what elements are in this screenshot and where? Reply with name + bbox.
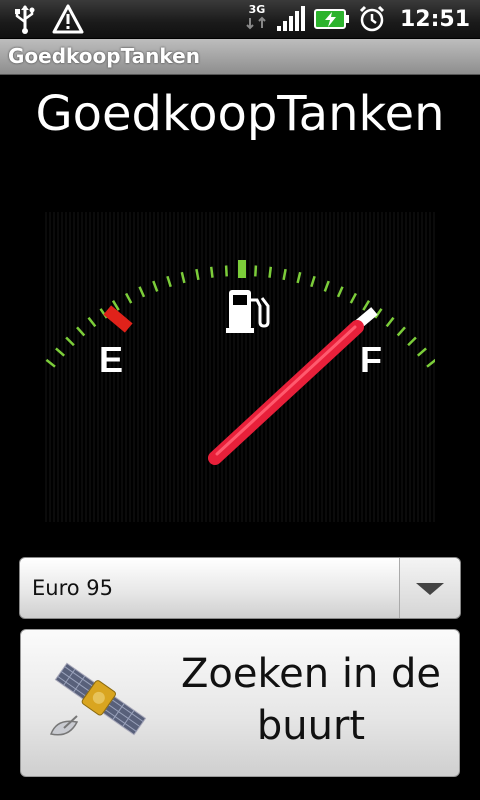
gauge-tick — [385, 316, 395, 328]
gauge-tick — [166, 275, 172, 288]
gauge-ticks — [45, 265, 435, 368]
gauge-tick — [45, 358, 56, 368]
gauge-tick — [296, 271, 302, 284]
gauge-tick — [111, 300, 120, 311]
gauge-full-label: F — [360, 339, 382, 380]
gauge-tick — [407, 336, 417, 347]
gauge-tick — [254, 265, 258, 277]
gauge-tick — [374, 308, 383, 319]
green-marker — [238, 260, 246, 278]
window-title: GoedkoopTanken — [8, 44, 200, 68]
gauge-tick — [310, 275, 316, 288]
signal-icon — [276, 6, 305, 31]
fuel-type-value: Euro 95 — [32, 576, 113, 600]
gauge-tick — [87, 316, 97, 328]
gauge-tick — [323, 280, 330, 292]
gauge-tick — [180, 271, 186, 284]
satellite-icon — [49, 662, 147, 736]
gauge-tick — [282, 268, 287, 281]
alarm-icon — [359, 5, 385, 32]
gauge-tick — [349, 292, 358, 304]
gauge-tick — [336, 286, 344, 298]
gauge-tick — [224, 265, 228, 277]
gauge-empty-label: E — [99, 339, 123, 380]
gauge-tick — [396, 326, 406, 337]
gauge-tick — [152, 280, 159, 292]
search-button-label: Zoeken in de buurt — [171, 648, 451, 752]
empty-marker — [103, 305, 133, 333]
fuel-gauge: E F — [45, 212, 435, 522]
gauge-needle-highlight — [215, 325, 357, 456]
gauge-tick — [55, 347, 66, 357]
search-label-line1: Zoeken in de — [180, 651, 442, 697]
gauge-tick — [268, 266, 273, 278]
fuel-pump-icon — [226, 290, 270, 333]
gauge-tick — [362, 300, 371, 311]
status-bar: 3G 12:51 — [0, 0, 480, 39]
gauge-tick — [138, 286, 146, 298]
gauge-tick — [426, 358, 435, 368]
network-3g-icon: 3G — [246, 4, 268, 34]
warning-icon — [52, 4, 84, 34]
gauge-tick — [76, 326, 86, 337]
network-type: 3G — [248, 3, 266, 16]
battery-charging-icon — [313, 9, 349, 29]
title-bar: GoedkoopTanken — [0, 39, 480, 75]
dropdown-button[interactable] — [399, 558, 460, 618]
search-nearby-button[interactable]: Zoeken in de buurt — [20, 629, 460, 777]
gauge-tick — [209, 266, 214, 278]
gauge-tick — [65, 336, 75, 347]
gauge-tick — [124, 292, 133, 304]
usb-icon — [15, 5, 35, 34]
gauge-tick — [416, 347, 427, 357]
gauge-tick — [195, 268, 200, 281]
app-headline: GoedkoopTanken — [35, 86, 445, 142]
fuel-type-select[interactable]: Euro 95 — [19, 557, 461, 619]
search-label-line2: buurt — [256, 703, 366, 749]
chevron-down-icon — [416, 583, 444, 595]
clock: 12:51 — [399, 6, 470, 32]
